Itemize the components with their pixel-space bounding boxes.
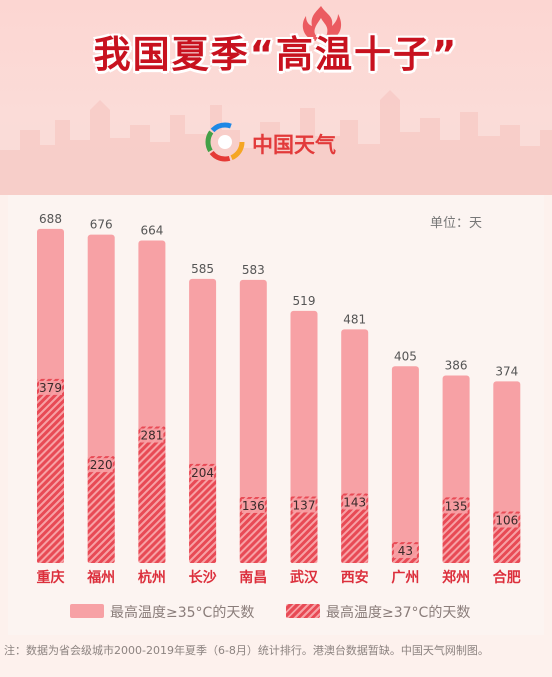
city-skyline-decoration	[0, 90, 552, 195]
value-label-35-3: 585	[191, 262, 214, 276]
value-label-bg-37-4	[241, 498, 265, 513]
value-label-37-8: 135	[445, 499, 468, 513]
value-label-35-0: 688	[39, 212, 62, 226]
category-label-2: 杭州	[138, 569, 166, 586]
value-label-37-5: 137	[293, 498, 316, 512]
bar-35-4	[239, 279, 267, 563]
chart-legend: 最高温度≥35°C的天数 最高温度≥37°C的天数	[0, 598, 552, 624]
legend-swatch-37	[286, 604, 320, 618]
category-label-9: 合肥	[493, 569, 521, 586]
value-label-37-0: 379	[39, 381, 62, 395]
value-label-37-4: 136	[242, 499, 265, 513]
unit-label: 单位：天	[430, 216, 483, 231]
bar-37-3	[189, 463, 217, 563]
category-label-1: 福州	[86, 569, 115, 586]
header-banner: 我国夏季“高温十子” 中国天气	[0, 0, 552, 195]
value-label-35-6: 481	[343, 312, 366, 326]
value-label-bg-37-5	[292, 498, 316, 513]
value-label-37-3: 204	[191, 466, 214, 480]
bar-37-6	[341, 493, 369, 563]
bar-37-1	[87, 456, 115, 563]
category-label-4: 南昌	[239, 569, 267, 586]
bar-37-0	[37, 378, 64, 563]
value-label-bg-37-6	[343, 495, 367, 510]
value-label-35-8: 386	[445, 359, 468, 373]
value-label-35-2: 664	[140, 223, 163, 237]
bar-37-4	[239, 496, 267, 563]
category-label-0: 重庆	[37, 569, 65, 586]
legend-label-37: 最高温度≥37°C的天数	[326, 605, 471, 621]
weather-logo-icon	[205, 122, 245, 162]
legend-label-35: 最高温度≥35°C的天数	[110, 605, 255, 621]
bar-37-5	[290, 496, 318, 563]
value-label-bg-37-1	[89, 458, 113, 473]
value-label-35-4: 583	[242, 263, 265, 277]
value-label-35-7: 405	[394, 349, 417, 363]
brand-logo: 中国天气	[0, 122, 552, 162]
value-label-bg-37-3	[191, 465, 215, 480]
value-label-37-7: 43	[398, 544, 413, 558]
category-label-6: 西安	[341, 569, 369, 586]
value-label-bg-37-0	[39, 380, 62, 395]
footnote: 注：数据为省会级城市2000-2019年夏季（6-8月）统计排行。港澳台数据暂缺…	[4, 644, 489, 657]
page-title: 我国夏季“高温十子”	[93, 33, 459, 76]
value-label-37-9: 106	[495, 514, 518, 528]
value-label-bg-37-2	[140, 428, 164, 443]
value-label-35-9: 374	[495, 364, 518, 378]
category-label-3: 长沙	[189, 569, 217, 586]
value-label-37-6: 143	[343, 496, 366, 510]
value-label-37-1: 220	[90, 458, 113, 472]
value-label-35-1: 676	[90, 218, 113, 232]
value-label-bg-37-8	[444, 499, 468, 514]
category-label-5: 武汉	[290, 569, 319, 586]
value-label-bg-37-7	[393, 544, 417, 559]
category-label-7: 广州	[391, 569, 419, 586]
flame-icon	[302, 6, 342, 41]
bar-35-7	[391, 366, 419, 563]
value-label-35-5: 519	[293, 294, 316, 308]
category-label-8: 郑州	[442, 569, 470, 586]
bar-37-8	[442, 497, 470, 563]
legend-swatch-35	[70, 604, 104, 618]
bar-37-2	[138, 426, 166, 563]
brand-name: 中国天气	[252, 133, 336, 157]
value-label-bg-37-9	[495, 513, 519, 528]
value-label-37-2: 281	[140, 429, 163, 443]
